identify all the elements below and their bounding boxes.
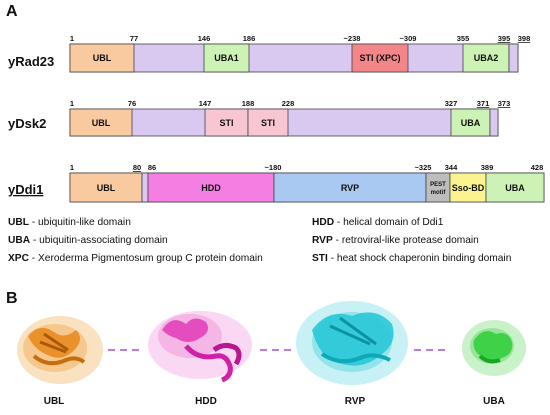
domain-label: UBA2 — [474, 53, 499, 63]
position-label: 147 — [199, 99, 212, 108]
position-label: 373 — [498, 99, 511, 108]
domain-hdd — [147, 172, 275, 203]
position-label: 344 — [445, 163, 458, 172]
position-label: 80 — [133, 163, 141, 172]
domain-rvp — [273, 172, 427, 203]
protein-name: yDsk2 — [8, 116, 46, 131]
structure-label: RVP — [345, 396, 366, 407]
position-label: ~180 — [265, 163, 282, 172]
position-label: 146 — [198, 34, 211, 43]
legend-item: RVP - retroviral-like protease domain — [312, 235, 479, 246]
domain-ubl — [69, 108, 133, 137]
domain-sti-2 — [247, 108, 289, 137]
domain-label: UBA1 — [214, 53, 239, 63]
domain-pest-motif — [425, 172, 451, 203]
position-label: 1 — [70, 34, 74, 43]
structure-label: UBA — [483, 396, 505, 407]
domain-label: UBL — [97, 183, 116, 193]
position-label: 355 — [457, 34, 470, 43]
protein-name: yDdi1 — [8, 182, 43, 197]
position-label: 389 — [481, 163, 494, 172]
domain-label: PEST — [430, 182, 446, 188]
linker — [141, 172, 149, 203]
position-label: 1 — [70, 99, 74, 108]
uba-structure-image — [462, 320, 526, 376]
legend-item: HDD - helical domain of Ddi1 — [312, 217, 444, 228]
protein-yddi1: yDdi1 UBL HDD RVP PEST motif Sso-BD UBA … — [8, 163, 545, 203]
protein-name: yRad23 — [8, 54, 54, 69]
domain-label: motif — [431, 190, 447, 196]
domain-sti-xpc — [351, 43, 409, 73]
domain-label: STI — [219, 118, 233, 128]
legend-item: STI - heat shock chaperonin binding doma… — [312, 253, 511, 264]
position-label: 86 — [148, 163, 156, 172]
domain-label: RVP — [341, 183, 359, 193]
legend: UBL - ubiquitin-like domain UBA - ubiqui… — [8, 217, 511, 264]
domain-label: UBL — [92, 118, 111, 128]
domain-label: STI (XPC) — [359, 53, 400, 63]
domain-uba — [450, 108, 491, 137]
position-label: ~325 — [415, 163, 432, 172]
c-terminal-cap — [508, 43, 519, 73]
hdd-structure-image — [148, 311, 252, 383]
domain-label: Sso-BD — [452, 183, 485, 193]
structure-label: HDD — [195, 396, 217, 407]
domain-label: HDD — [201, 183, 221, 193]
c-terminal-cap — [489, 108, 499, 137]
domain-label: STI — [261, 118, 275, 128]
domain-label: UBA — [505, 183, 525, 193]
position-label: 77 — [130, 34, 138, 43]
domain-sti-1 — [204, 108, 249, 137]
domain-uba — [485, 172, 545, 203]
panel-letter-b: B — [6, 290, 18, 307]
protein-yrad23: yRad23 UBL UBA1 STI (XPC) UBA2 1 77 146 … — [8, 34, 531, 73]
position-label: 428 — [531, 163, 544, 172]
domain-label: UBL — [93, 53, 112, 63]
position-label: 371 — [477, 99, 490, 108]
ubl-structure-image — [17, 316, 103, 384]
legend-item: UBL - ubiquitin-like domain — [8, 217, 131, 228]
structure-label: UBL — [44, 396, 65, 407]
position-label: 76 — [128, 99, 136, 108]
position-label: 398 — [518, 34, 531, 43]
position-label: 228 — [282, 99, 295, 108]
position-label: ~309 — [400, 34, 417, 43]
legend-item: UBA - ubiquitin-associating domain — [8, 235, 168, 246]
panel-letter-a: A — [6, 3, 18, 20]
position-label: 188 — [242, 99, 255, 108]
backbone — [69, 43, 519, 73]
position-label: 1 — [70, 163, 74, 172]
domain-ubl — [69, 43, 135, 73]
protein-ydsk2: yDsk2 UBL STI STI UBA 1 76 147 188 228 3… — [8, 99, 511, 137]
position-label: 327 — [445, 99, 458, 108]
position-label: 395 — [498, 34, 511, 43]
position-label: ~238 — [344, 34, 361, 43]
legend-item: XPC - Xeroderma Pigmentosum group C prot… — [8, 253, 263, 264]
position-label: 186 — [243, 34, 256, 43]
rvp-structure-image — [296, 301, 408, 385]
domain-label: UBA — [461, 118, 481, 128]
domain-uba1 — [203, 43, 250, 73]
